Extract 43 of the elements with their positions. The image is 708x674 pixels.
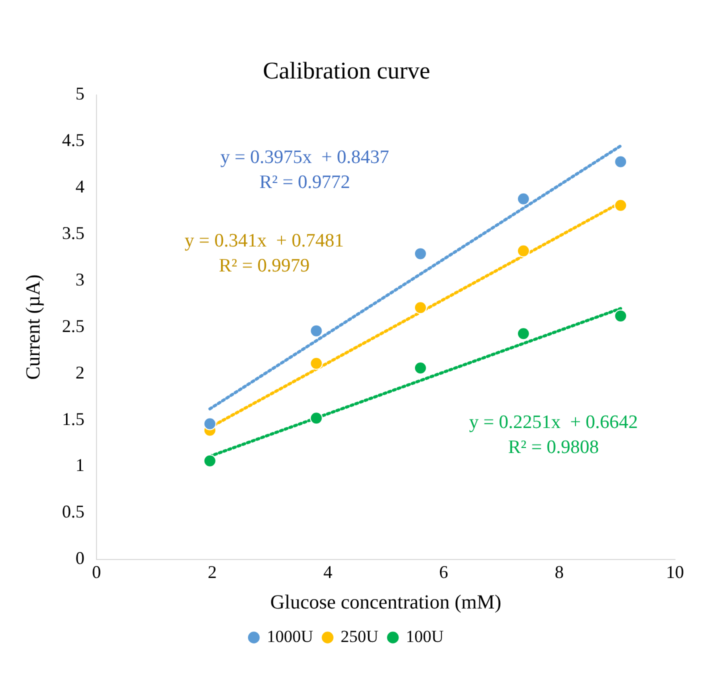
point [516,192,530,206]
x-tick-label: 10 [666,562,684,582]
point [414,361,427,374]
y-tick-label: 2 [76,362,84,382]
chart-title: Calibration curve [262,58,430,85]
y-tick-label: 3.5 [62,222,84,243]
annotation: y = 0.2251x + 0.6642 [469,412,638,433]
annotation: R² = 0.9808 [508,436,599,458]
y-axis-title: Current (µA) [22,274,44,380]
y-tick-label: 5 [76,84,84,104]
legend-label: 250U [340,626,378,646]
point [614,198,628,212]
point [414,301,427,314]
x-tick-label: 6 [439,562,448,582]
y-tick-label: 1 [76,455,84,476]
annotation: y = 0.3975x + 0.8437 [220,146,390,168]
x-tick-label: 0 [92,562,101,582]
y-tick-label: 4 [76,176,84,196]
point [310,356,323,370]
x-tick-label: 4 [323,562,332,582]
legend-label: 100U [406,626,444,646]
point [614,309,628,322]
y-tick-label: 3 [76,269,84,290]
point [516,244,530,258]
point [516,327,530,340]
y-tick-label: 0 [76,548,84,568]
legend-label: 1000U [266,626,314,646]
annotation: R² = 0.9979 [218,256,310,277]
point [203,454,216,468]
point [310,412,323,425]
y-tick-label: 1.5 [62,408,84,429]
x-tick-label: 2 [208,562,217,582]
y-tick-label: 2.5 [62,316,84,336]
point [310,324,323,338]
point [614,155,628,168]
point [203,417,216,430]
y-tick-label: 0.5 [62,502,84,522]
y-tick-label: 4.5 [62,130,84,150]
point [414,247,427,260]
annotation: R² = 0.9772 [259,172,350,194]
x-tick-label: 8 [554,562,564,582]
x-axis-title: Glucose concentration (mM) [270,591,502,614]
annotation: y = 0.341x + 0.7481 [184,230,344,252]
